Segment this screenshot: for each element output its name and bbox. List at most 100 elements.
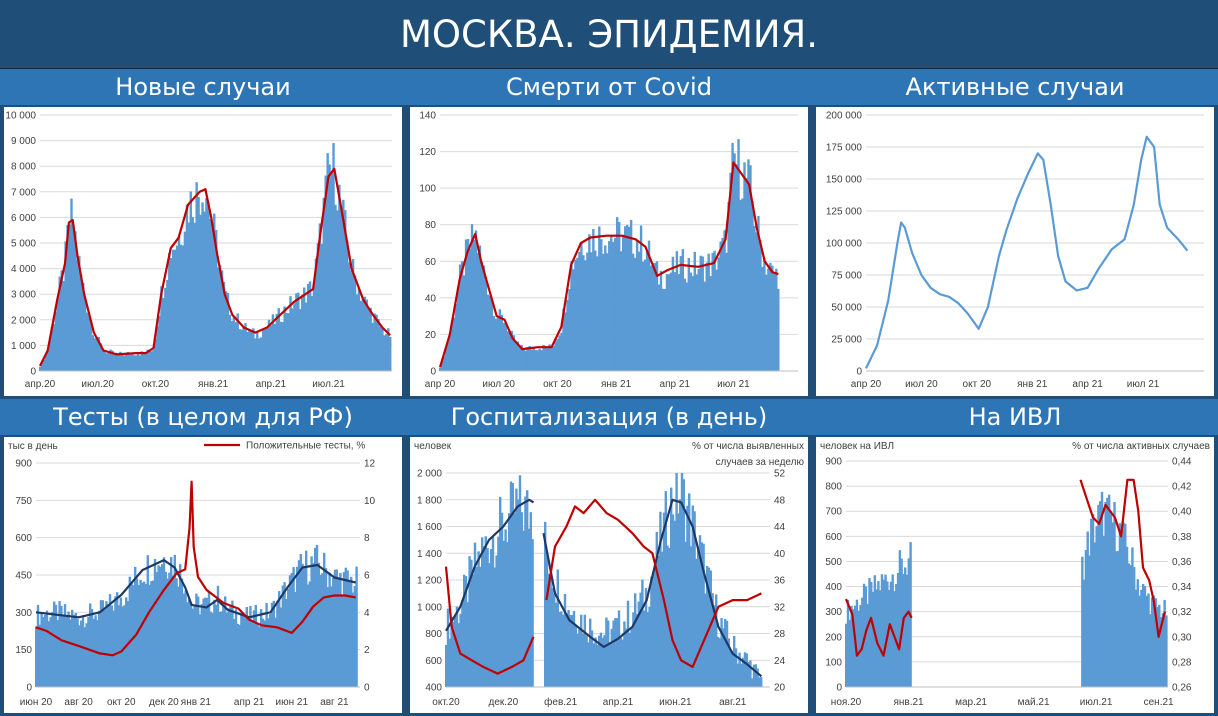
bar <box>524 350 527 371</box>
bar <box>250 329 253 371</box>
bar <box>344 210 347 371</box>
bar <box>574 259 577 371</box>
bar <box>1127 563 1131 687</box>
bar <box>905 574 909 687</box>
bar <box>479 566 482 687</box>
bar <box>492 315 496 371</box>
bar <box>200 604 203 687</box>
bar <box>633 257 637 371</box>
bar <box>775 268 778 371</box>
bar <box>173 249 177 371</box>
bar <box>586 252 589 371</box>
x-tick-label: апр.20 <box>25 379 56 390</box>
bar <box>332 577 335 687</box>
panel-new-cases: Новые случаи 0 1 000 2 000 3 000 4 000 5 000 6… <box>0 69 406 399</box>
bar <box>240 329 243 371</box>
bar <box>651 262 655 371</box>
bar <box>596 644 599 687</box>
bar <box>506 542 509 687</box>
bar <box>89 603 92 687</box>
bar <box>275 313 279 371</box>
bar <box>637 251 641 371</box>
bar <box>558 335 561 371</box>
bar <box>297 560 301 687</box>
bar <box>723 230 726 371</box>
bar <box>596 256 599 371</box>
bar <box>517 499 520 687</box>
bar <box>78 625 81 687</box>
legend-label: Положительные тесты, % <box>246 441 365 452</box>
bar <box>142 352 146 371</box>
bar <box>236 313 239 371</box>
bar <box>466 602 469 687</box>
bar <box>87 315 91 371</box>
y-tick-label: 140 <box>419 111 436 122</box>
bar <box>247 619 250 687</box>
bar <box>868 578 871 687</box>
bar <box>488 295 492 371</box>
bar-series <box>445 473 765 687</box>
bar <box>716 636 720 687</box>
bar <box>534 350 537 371</box>
bar <box>612 620 615 687</box>
bar <box>848 619 851 687</box>
y-tick-label: 600 <box>15 533 32 544</box>
bar <box>720 618 723 687</box>
bar <box>1118 523 1122 687</box>
bar <box>565 613 568 687</box>
bar <box>715 269 718 371</box>
bar <box>141 582 144 687</box>
bar <box>164 571 167 687</box>
bar <box>101 600 104 687</box>
bar <box>209 611 212 687</box>
y-tick-label: 2 000 <box>417 469 442 480</box>
bar <box>589 618 592 687</box>
y2-tick-label: 2 <box>364 645 370 656</box>
bar <box>150 581 153 687</box>
bar <box>166 578 169 687</box>
bar <box>273 323 277 371</box>
bar <box>592 228 595 371</box>
bar <box>256 332 259 371</box>
bar <box>653 263 657 371</box>
x-tick-label: июн 21 <box>276 697 309 708</box>
panel-title: Новые случаи <box>0 69 406 105</box>
bar <box>605 617 608 687</box>
bar <box>584 260 587 371</box>
bar <box>548 344 551 371</box>
bar <box>195 182 198 371</box>
bar <box>224 596 227 687</box>
bar <box>522 530 525 687</box>
bar <box>663 288 667 371</box>
bar <box>290 572 293 687</box>
bar <box>699 255 702 371</box>
bar <box>1133 567 1136 687</box>
bar <box>189 602 193 687</box>
bar <box>456 287 460 371</box>
bar <box>154 338 157 371</box>
bar <box>526 347 529 371</box>
bar <box>689 272 692 371</box>
bar <box>334 204 337 371</box>
bar <box>335 569 338 687</box>
bar <box>195 593 198 687</box>
bar <box>269 614 272 687</box>
bar <box>52 324 56 371</box>
bar <box>707 253 710 371</box>
bar <box>1154 598 1157 687</box>
x-tick-label: дек.20 <box>489 697 519 708</box>
bar <box>205 198 208 371</box>
y-tick-label: 8 000 <box>11 162 36 173</box>
bar <box>222 604 225 687</box>
bar <box>558 611 561 687</box>
y2-tick-label: 0,42 <box>1172 482 1192 493</box>
bar <box>304 302 308 371</box>
bar <box>353 275 357 371</box>
bar <box>749 165 752 371</box>
bar <box>468 248 472 371</box>
bar <box>520 345 523 371</box>
bar <box>554 341 557 371</box>
bar <box>528 346 531 371</box>
bar <box>44 614 47 687</box>
bar <box>175 245 179 371</box>
